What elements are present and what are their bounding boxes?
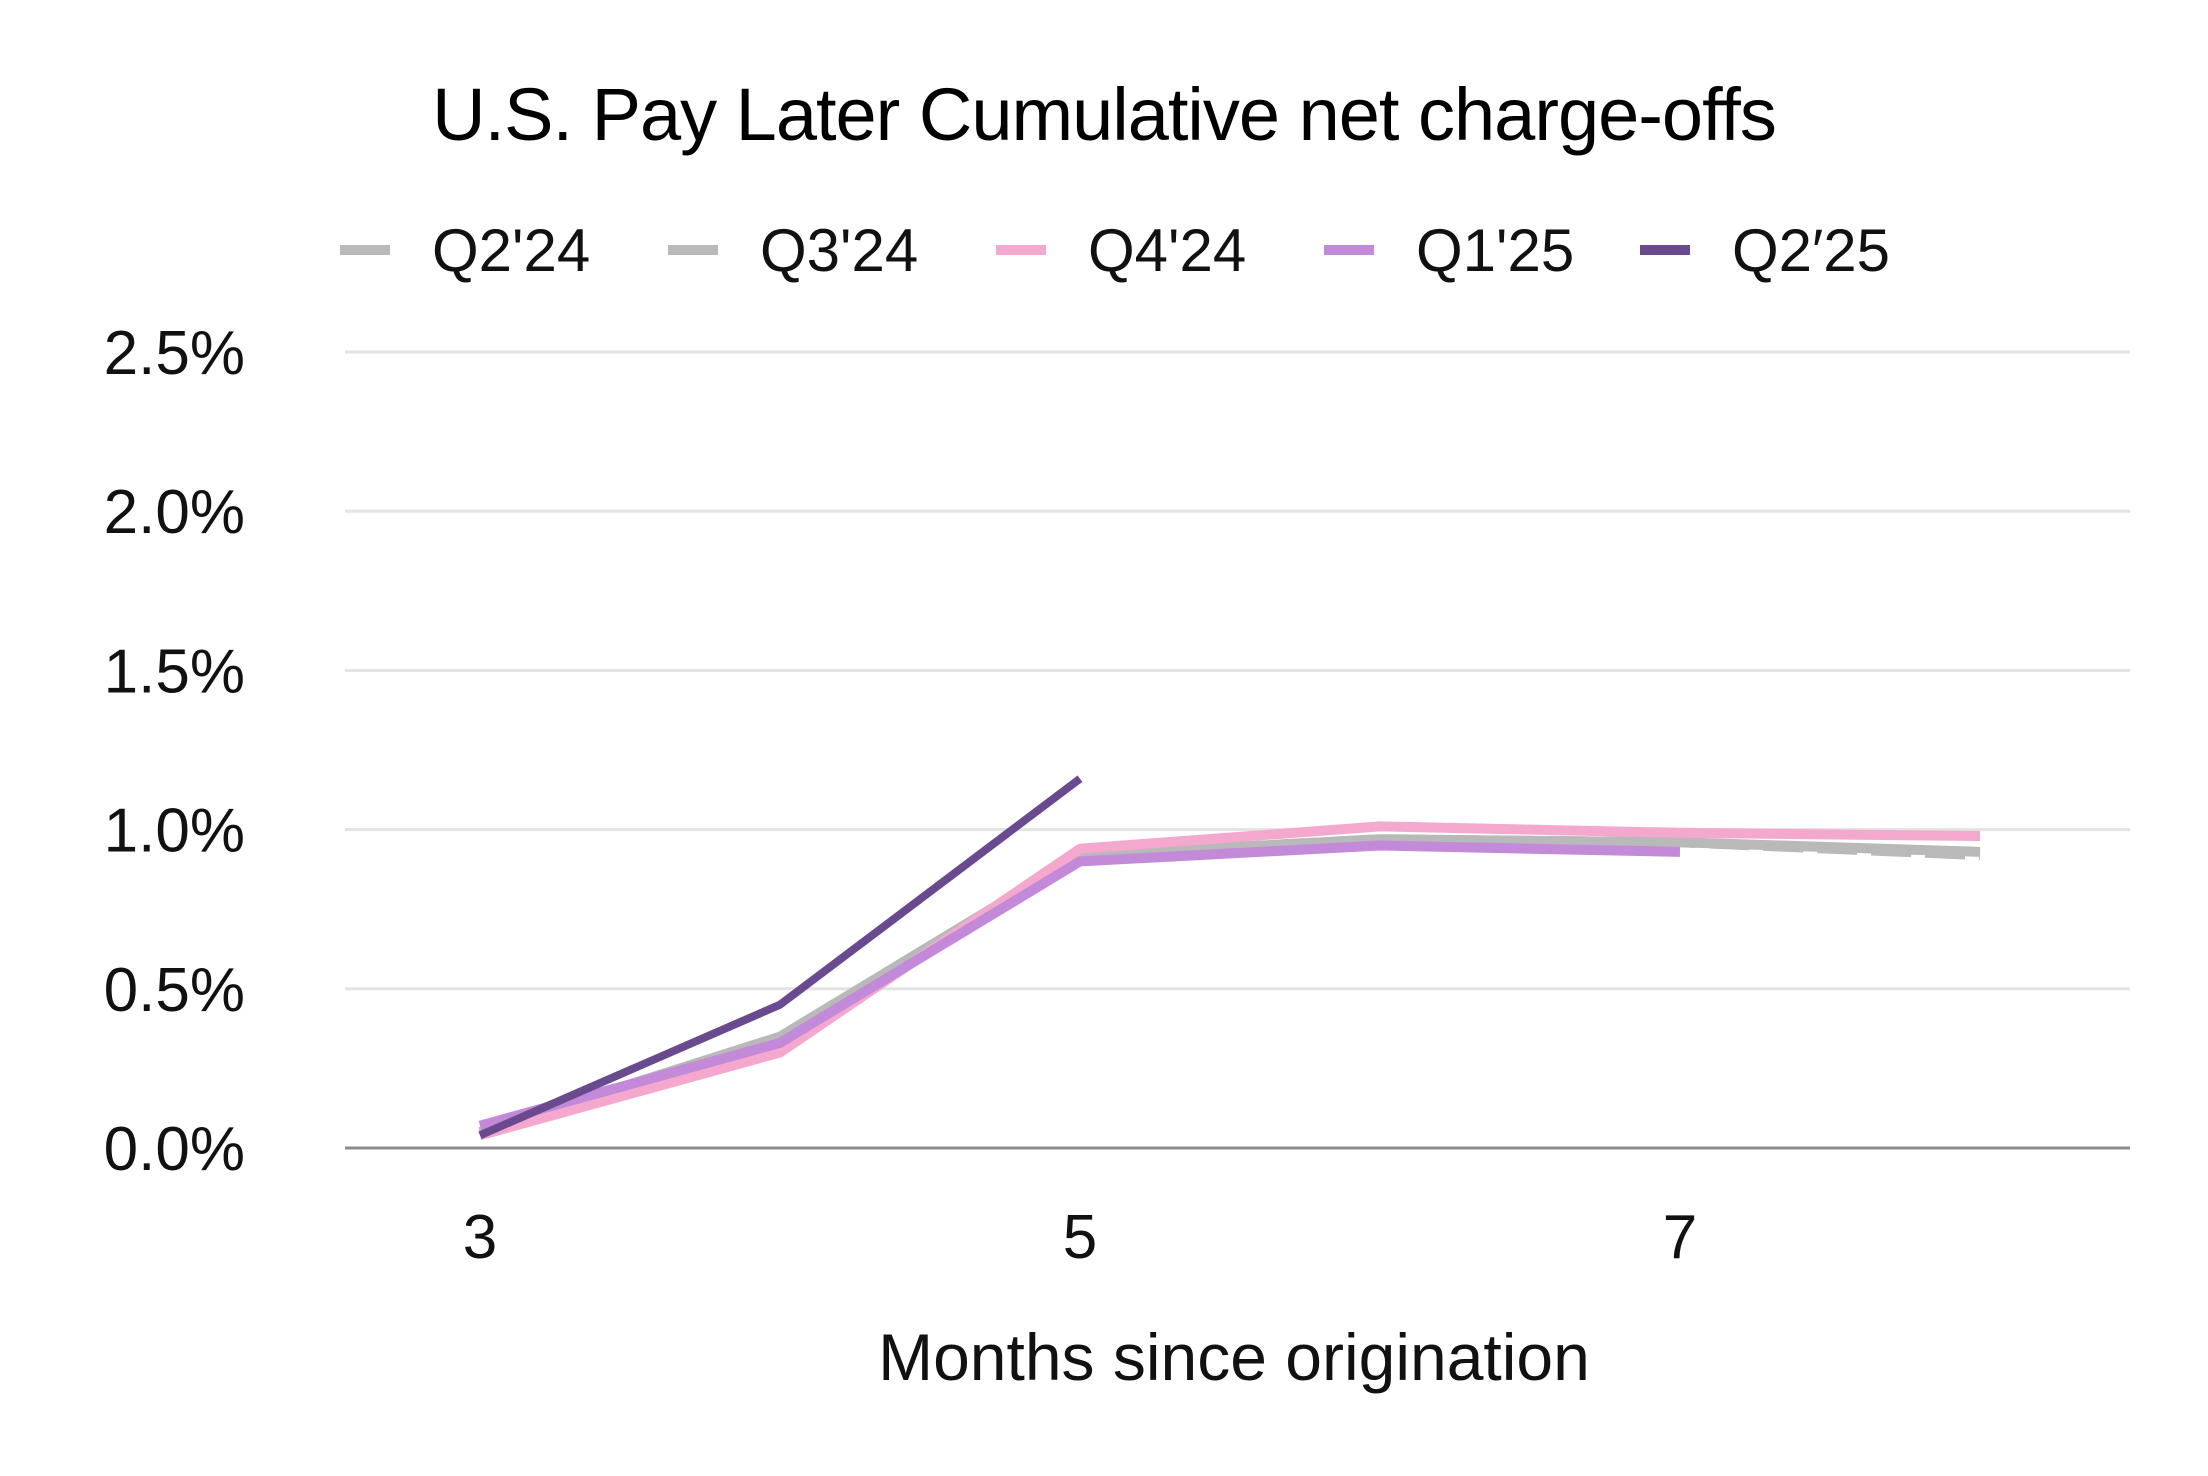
- legend-label: Q1'25: [1416, 217, 1574, 284]
- y-tick-label: 2.0%: [104, 478, 245, 547]
- y-tick-label: 0.5%: [104, 956, 245, 1025]
- legend-label: Q2′25: [1732, 217, 1890, 284]
- legend-label: Q4'24: [1088, 217, 1246, 284]
- x-tick-label: 3: [463, 1203, 497, 1272]
- x-axis-title: Months since origination: [878, 1320, 1590, 1394]
- x-axis-tick-labels: 3 5 7: [463, 1203, 1697, 1272]
- series-line-2: [478, 834, 1981, 1137]
- x-tick-label: 5: [1063, 1203, 1097, 1272]
- y-tick-label: 2.5%: [104, 319, 245, 388]
- chart-title: U.S. Pay Later Cumulative net charge-off…: [432, 73, 1776, 156]
- legend-label: Q2'24: [432, 217, 590, 284]
- y-axis-tick-labels: 0.0% 0.5% 1.0% 1.5% 2.0% 2.5%: [104, 319, 245, 1184]
- series-line-1: [478, 834, 1981, 1137]
- y-tick-label: 1.5%: [104, 637, 245, 706]
- legend: Q2'24 Q3'24 Q4'24 Q1'25 Q2′25: [340, 217, 1890, 284]
- y-tick-label: 1.0%: [104, 797, 245, 866]
- gridlines: [345, 350, 2130, 1150]
- legend-label: Q3'24: [760, 217, 918, 284]
- series-lines: [478, 775, 1981, 1141]
- x-tick-label: 7: [1663, 1203, 1697, 1272]
- series-line-5: [478, 775, 1083, 1139]
- series-line-4: [478, 840, 1681, 1131]
- series-line-3: [478, 821, 1981, 1141]
- y-tick-label: 0.0%: [104, 1115, 245, 1184]
